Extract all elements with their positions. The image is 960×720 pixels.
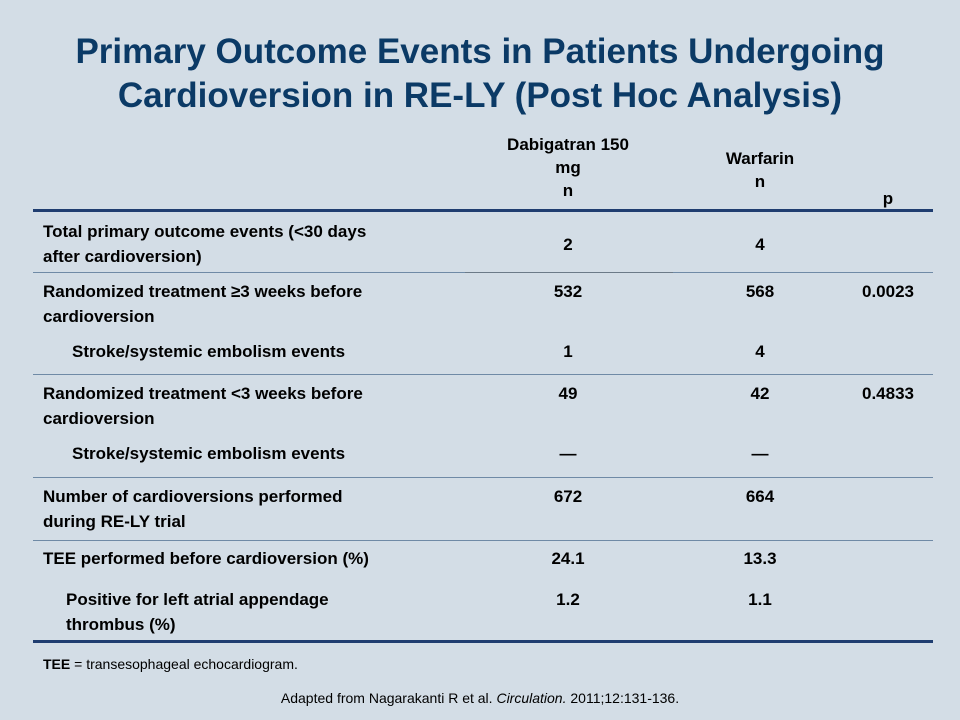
table-row-label: Stroke/systemic embolism events [72,339,492,364]
footnote-abbr: TEE [43,656,71,672]
cell-dabigatran: 1 [563,342,573,361]
header-underline [465,272,673,273]
table-row-label: Total primary outcome events (<30 days a… [43,219,463,269]
source-citation: Adapted from Nagarakanti R et al. Circul… [0,690,960,706]
row-label-line: after cardioversion) [43,247,202,266]
cell-p-value: 0.0023 [862,282,914,301]
footnote-text: = transesophageal echocardiogram. [70,656,298,672]
row-label-line: Stroke/systemic embolism events [72,444,346,463]
row-divider-1a [33,272,465,273]
cell-dabigatran: 24.1 [551,549,585,568]
table-row-label: TEE performed before cardioversion (%) [43,546,463,571]
citation-journal: Circulation. [496,690,567,706]
cell-p-value: 0.4833 [862,384,914,403]
row-label-line: Positive for left atrial appendage [66,590,329,609]
row-label-line: cardioversion [43,307,155,326]
header-dabigatran-line-2: mg [555,158,581,177]
row-label-line: thrombus (%) [66,615,176,634]
row-divider-4 [33,540,933,541]
cell-warfarin: — [751,444,769,463]
slide-title-line-2: Cardioversion in RE-LY (Post Hoc Analysi… [117,76,843,115]
row-label-line: Stroke/systemic embolism events [72,342,346,361]
header-dabigatran: Dabigatran 150 mg n [478,133,658,202]
table-row-label: Stroke/systemic embolism events [72,441,492,466]
table-row-label: Randomized treatment <3 weeks before car… [43,381,463,431]
citation-authors: Adapted from Nagarakanti R et al. [280,690,497,706]
cell-dabigatran: 49 [558,384,578,403]
row-label-line: Randomized treatment <3 weeks before [43,384,363,403]
cell-warfarin: 42 [750,384,770,403]
row-divider-2 [33,374,933,375]
cell-warfarin: 4 [755,342,765,361]
header-warfarin-line-1: Warfarin [725,149,795,168]
slide-title-line-1: Primary Outcome Events in Patients Under… [75,32,885,71]
cell-warfarin: 568 [745,282,775,301]
row-divider-3 [33,477,933,478]
header-dabigatran-line-1: Dabigatran 150 [507,135,629,154]
header-p: p [882,189,894,208]
table-bottom-rule [33,640,933,643]
cell-warfarin: 4 [755,235,765,254]
row-label-line: TEE performed before cardioversion (%) [43,549,369,568]
slide-title: Primary Outcome Events in Patients Under… [0,30,960,118]
cell-dabigatran: 672 [553,487,583,506]
table-row-label: Number of cardioversions performed durin… [43,484,463,534]
cell-warfarin: 1.1 [748,590,772,609]
header-warfarin: Warfarin n [680,147,840,193]
header-dabigatran-line-3: n [562,181,574,200]
cell-dabigatran: 532 [553,282,583,301]
table-row-label: Positive for left atrial appendage throm… [66,587,486,637]
row-label-line: Randomized treatment ≥3 weeks before [43,282,363,301]
cell-dabigatran: — [559,444,577,463]
cell-warfarin: 664 [745,487,775,506]
row-divider-1b [673,272,933,273]
cell-warfarin: 13.3 [743,549,777,568]
cell-dabigatran: 2 [563,235,573,254]
row-label-line: Total primary outcome events (<30 days [43,222,367,241]
row-label-line: Number of cardioversions performed [43,487,343,506]
footnote: TEE = transesophageal echocardiogram. [43,656,298,672]
header-warfarin-line-2: n [754,172,766,191]
row-label-line: cardioversion [43,409,155,428]
table-top-rule [33,209,933,212]
citation-volume: 2011;12:131-136. [566,690,680,706]
row-label-line: during RE-LY trial [43,512,186,531]
cell-dabigatran: 1.2 [556,590,580,609]
table-row-label: Randomized treatment ≥3 weeks before car… [43,279,463,329]
